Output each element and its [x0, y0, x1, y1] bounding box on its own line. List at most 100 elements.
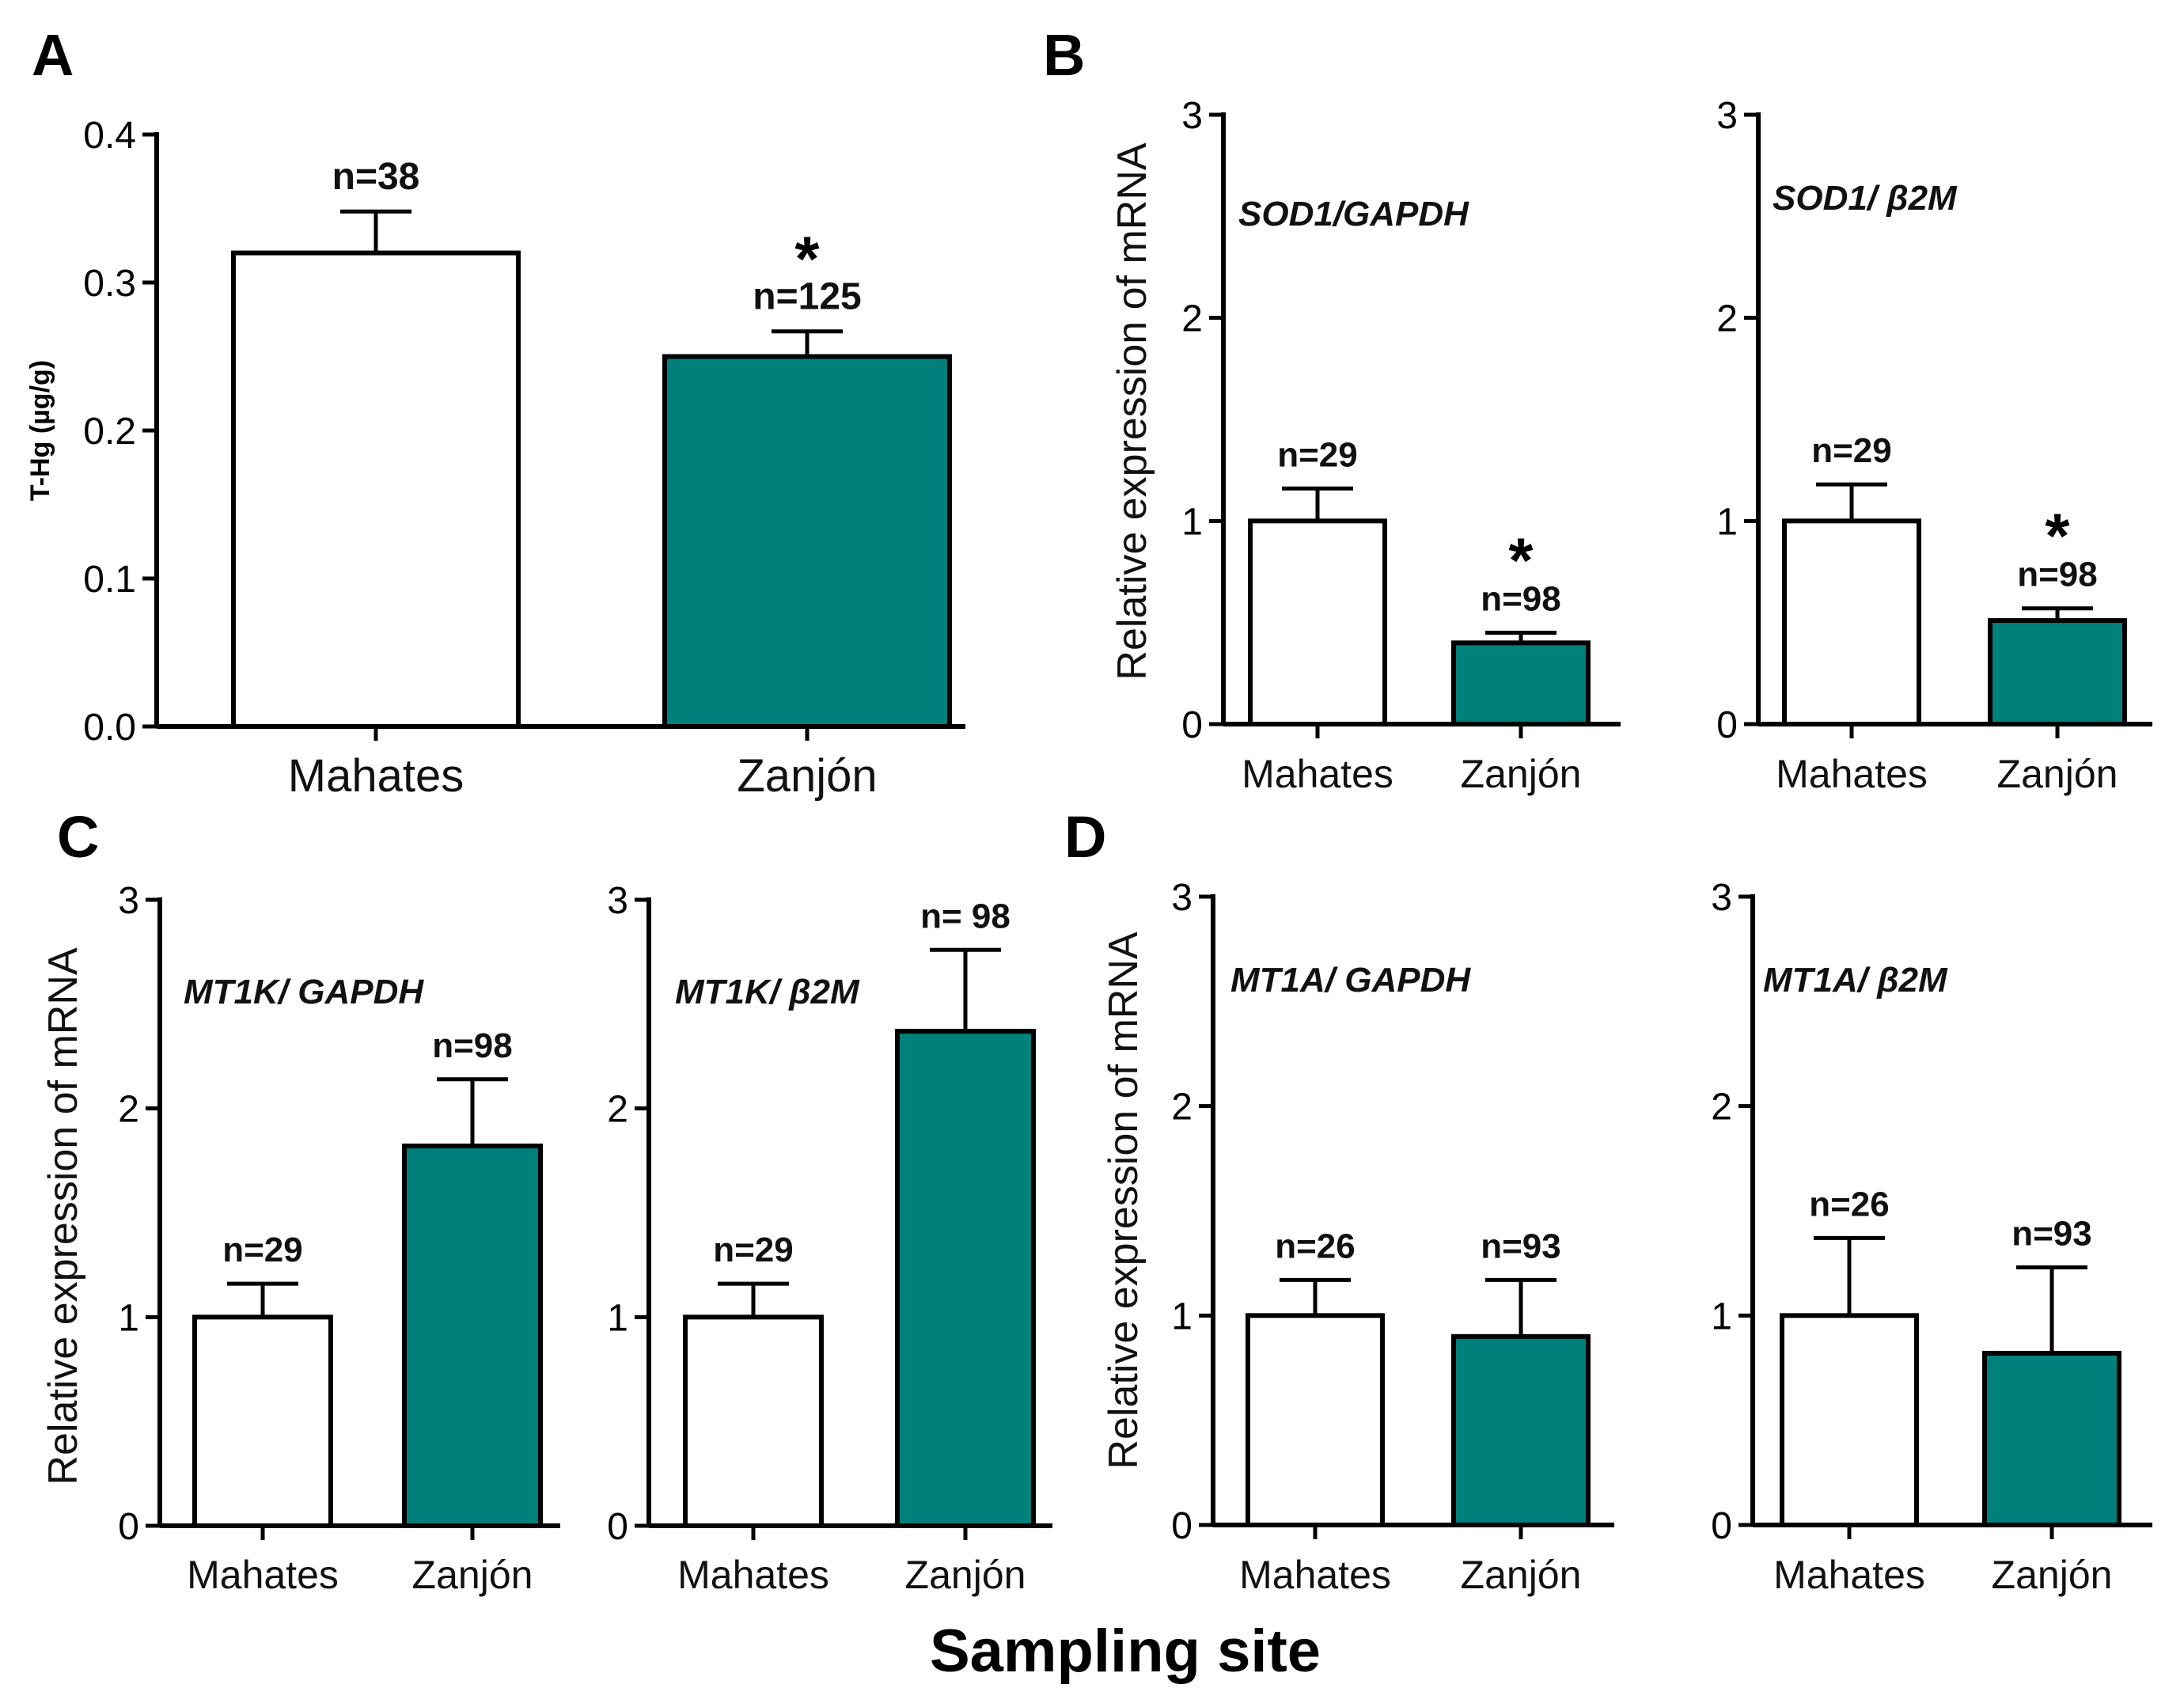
chart-5-n-label: n= 98	[920, 897, 1010, 935]
chart-1-x-tick-label: Mahates	[288, 750, 464, 802]
figure-xlabel: Sampling site	[930, 1618, 1321, 1685]
chart-1-panel-letter: A	[32, 22, 74, 88]
chart-3-error-bar	[1816, 482, 1887, 522]
chart-1-y-tick-label: 0.4	[83, 115, 136, 157]
chart-7-n-label: n=26	[1809, 1185, 1890, 1223]
chart-6-error-bar	[1280, 1277, 1351, 1316]
chart-2-x-tick-label: Mahates	[1242, 752, 1393, 796]
chart-1-y-tick-label: 0.3	[83, 263, 136, 305]
chart-2-y-tick-label: 1	[1181, 501, 1203, 543]
chart-5-x-tick-label: Mahates	[677, 1553, 829, 1597]
chart-1-bar-zanjon	[662, 354, 952, 729]
chart-2-n-label: n=98	[1481, 580, 1561, 619]
chart-5-x-tick-label: Zanjón	[905, 1553, 1026, 1597]
chart-4-x-tick-label: Zanjón	[412, 1553, 533, 1597]
chart-7-x-tick-label: Mahates	[1773, 1553, 1925, 1597]
chart-3-y-tick-label: 0	[1716, 704, 1738, 746]
chart-7-x-tick-label: Zanjón	[1992, 1553, 2113, 1597]
chart-6-panel-letter: D	[1064, 804, 1106, 870]
chart-5-y-tick-label: 0	[607, 1506, 628, 1548]
chart-6-y-tick-label: 1	[1171, 1295, 1192, 1337]
chart-3-bar-zanjon	[1988, 618, 2127, 726]
chart-6-y-tick-label: 3	[1171, 877, 1192, 919]
chart-4-y-tick-label: 3	[118, 880, 139, 922]
chart-6-x-tick-label: Mahates	[1239, 1553, 1391, 1597]
chart-4-n-label: n=98	[432, 1026, 513, 1065]
chart-4-bar-mahates	[192, 1314, 333, 1529]
chart-2-bar-zanjon	[1451, 640, 1591, 726]
chart-4-panel-letter: C	[57, 804, 99, 870]
chart-3-bar-mahates	[1782, 518, 1921, 726]
chart-1-y-tick-label: 0.0	[83, 707, 136, 749]
chart-4-y-tick-label: 1	[118, 1297, 139, 1339]
chart-6-x-tick-label: Zanjón	[1461, 1553, 1582, 1597]
chart-3-y-tick-label: 3	[1716, 95, 1738, 137]
chart-1-error-bar	[340, 209, 411, 253]
chart-1-n-label: n=38	[332, 156, 420, 198]
chart-1-significance-star: *	[794, 224, 820, 294]
chart-4-error-bar	[227, 1281, 298, 1318]
chart-5-y-tick-label: 2	[607, 1089, 628, 1131]
chart-2-y-tick-label: 2	[1181, 298, 1203, 340]
chart-7-error-bar	[1814, 1235, 1885, 1316]
chart-3-x-tick-label: Zanjón	[1997, 752, 2118, 796]
chart-7-y-tick-label: 0	[1711, 1505, 1732, 1547]
chart-3-n-label: n=98	[2017, 556, 2098, 594]
chart-2-ylabel: Relative expression of mRNA	[1109, 142, 1155, 680]
chart-3-x-tick-label: Mahates	[1776, 752, 1928, 796]
chart-2-panel-letter: B	[1043, 22, 1085, 88]
chart-5-error-bar	[718, 1281, 789, 1318]
chart-4-x-tick-label: Mahates	[187, 1553, 339, 1597]
chart-7-title: MT1A/ β2M	[1763, 961, 1948, 1000]
chart-4-ylabel: Relative expression of mRNA	[40, 947, 86, 1485]
chart-6-n-label: n=26	[1275, 1227, 1356, 1265]
chart-5-title: MT1K/ β2M	[675, 973, 860, 1011]
chart-7-y-tick-label: 2	[1711, 1087, 1732, 1129]
chart-2-significance-star: *	[1508, 525, 1534, 596]
chart-7-bar-mahates	[1780, 1313, 1919, 1528]
chart-4-bar-zanjon	[402, 1144, 543, 1529]
chart-5-bar-mahates	[683, 1314, 824, 1529]
chart-6-bar-mahates	[1246, 1313, 1385, 1528]
chart-5-y-tick-label: 1	[607, 1297, 628, 1339]
chart-3-y-tick-label: 1	[1716, 501, 1738, 543]
chart-2-error-bar	[1485, 631, 1556, 643]
chart-6-bar-zanjon	[1451, 1333, 1591, 1528]
chart-1-ylabel: T-Hg (µg/g)	[25, 360, 55, 501]
chart-2-error-bar	[1282, 486, 1353, 522]
chart-2-y-tick-label: 3	[1181, 95, 1203, 137]
chart-6-ylabel: Relative expression of mRNA	[1101, 931, 1147, 1469]
chart-2-title: SOD1/GAPDH	[1238, 195, 1469, 233]
chart-4-error-bar	[437, 1077, 508, 1147]
chart-2-n-label: n=29	[1277, 435, 1358, 474]
chart-5-y-tick-label: 3	[607, 880, 628, 922]
chart-1-y-tick-label: 0.1	[83, 559, 136, 601]
chart-6-y-tick-label: 0	[1171, 1505, 1192, 1547]
chart-7-bar-zanjon	[1982, 1350, 2121, 1528]
chart-5-bar-zanjon	[895, 1029, 1036, 1528]
chart-6-y-tick-label: 2	[1171, 1087, 1192, 1129]
chart-4-title: MT1K/ GAPDH	[184, 973, 424, 1011]
chart-7-error-bar	[2016, 1265, 2087, 1353]
chart-5-error-bar	[930, 947, 1001, 1032]
chart-6-error-bar	[1485, 1277, 1556, 1337]
chart-3-y-tick-label: 2	[1716, 298, 1738, 340]
chart-6-n-label: n=93	[1481, 1227, 1561, 1265]
chart-2-bar-mahates	[1248, 518, 1387, 726]
chart-3-significance-star: *	[2045, 501, 2070, 571]
chart-3-title: SOD1/ β2M	[1773, 179, 1958, 218]
chart-3-n-label: n=29	[1811, 431, 1892, 470]
chart-6-title: MT1A/ GAPDH	[1230, 961, 1471, 1000]
chart-7-y-tick-label: 3	[1711, 877, 1732, 919]
chart-4-n-label: n=29	[222, 1231, 303, 1269]
chart-2-y-tick-label: 0	[1181, 704, 1203, 746]
chart-1-x-tick-label: Zanjón	[737, 750, 877, 802]
chart-1-y-tick-label: 0.2	[83, 411, 136, 453]
chart-2-x-tick-label: Zanjón	[1461, 752, 1582, 796]
chart-4-y-tick-label: 2	[118, 1089, 139, 1131]
chart-5-n-label: n=29	[713, 1231, 794, 1269]
chart-7-n-label: n=93	[2011, 1214, 2092, 1253]
chart-3-error-bar	[2022, 606, 2093, 621]
chart-1-n-label: n=125	[753, 276, 861, 318]
